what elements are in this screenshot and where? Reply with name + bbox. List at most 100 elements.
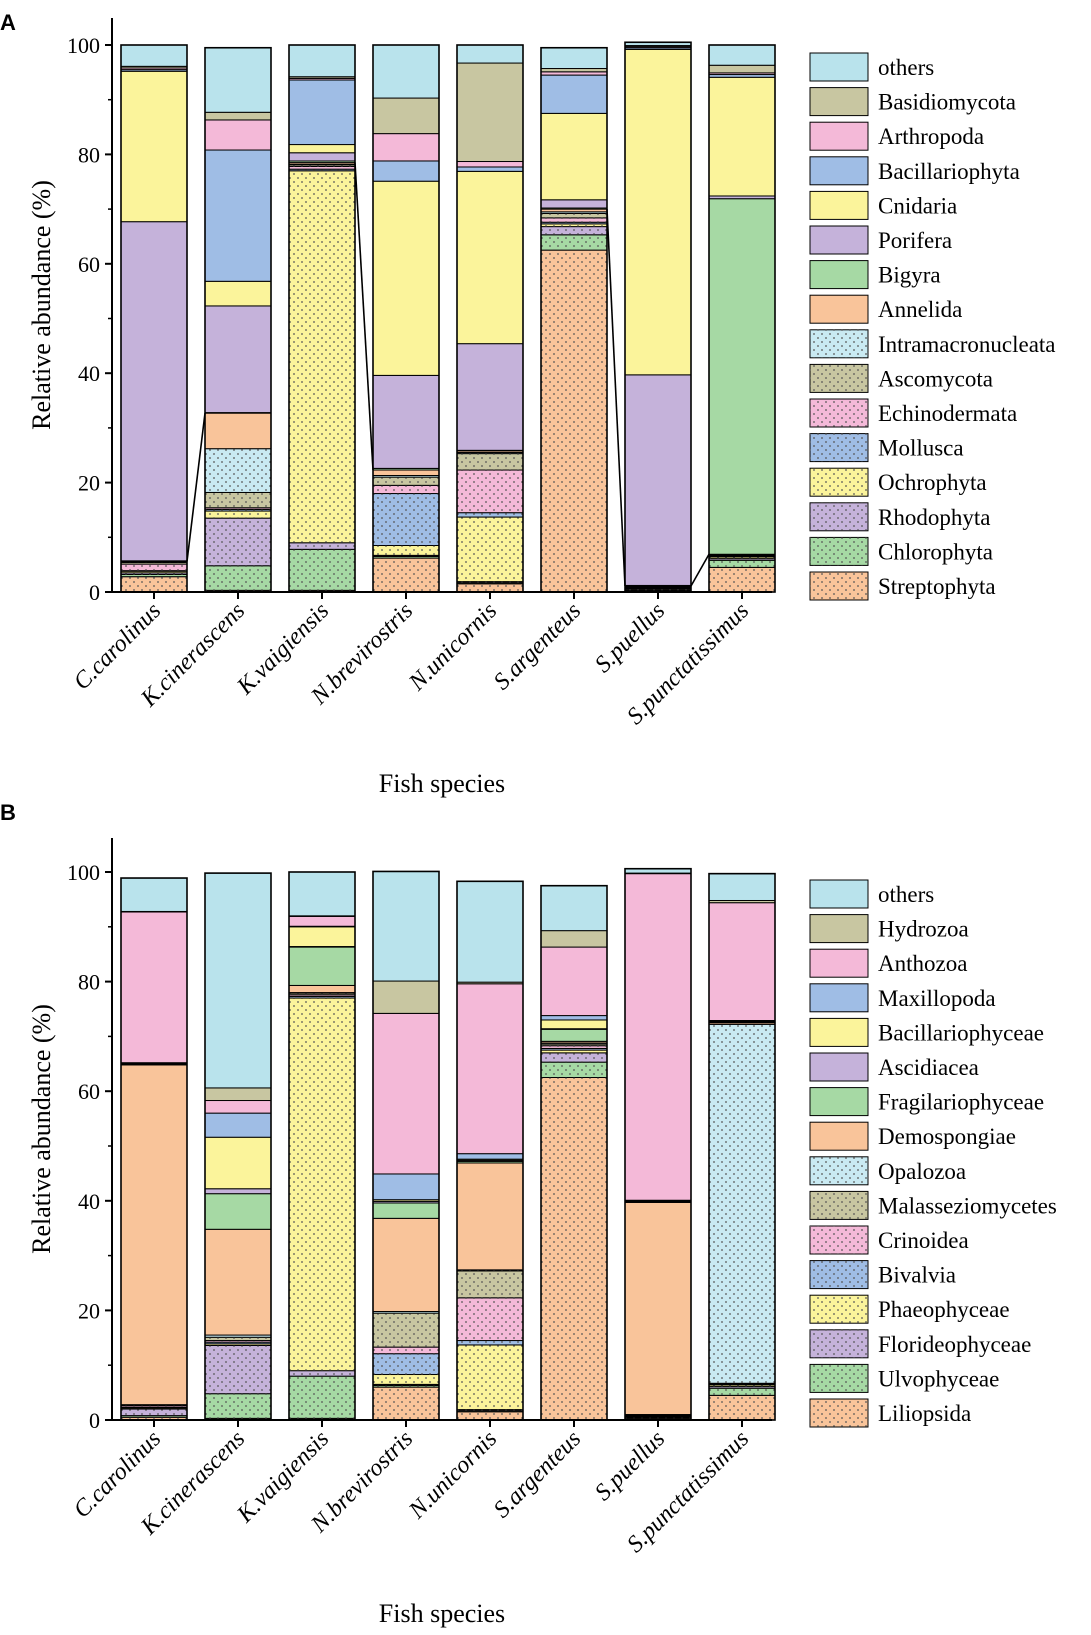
bar-segment-pattern bbox=[289, 169, 355, 171]
legend-swatch bbox=[809, 190, 869, 220]
bar-segment bbox=[372, 469, 440, 476]
bar-segment bbox=[540, 1015, 608, 1021]
bar-segment-pattern bbox=[457, 1269, 523, 1271]
bar-segment-pattern bbox=[373, 1387, 439, 1420]
legend-swatch-pattern bbox=[810, 537, 868, 566]
y-tick-label: 20 bbox=[78, 1298, 100, 1323]
bar-segment-pattern bbox=[205, 1340, 271, 1343]
bar-segment bbox=[372, 1173, 440, 1201]
legend-label: Ascomycota bbox=[878, 366, 993, 391]
bar-segment-pattern bbox=[121, 576, 187, 592]
series-others bbox=[120, 41, 776, 113]
legend-swatch-pattern bbox=[810, 364, 868, 393]
bar-segment bbox=[204, 280, 272, 307]
bar-segment-pattern bbox=[457, 1410, 523, 1412]
legend-label: Bacillariophyceae bbox=[878, 1020, 1044, 1045]
bar-segment-pattern bbox=[541, 1062, 607, 1078]
legend-swatch-pattern bbox=[810, 468, 868, 497]
series-opalozoa bbox=[120, 992, 776, 1416]
bar-segment bbox=[372, 870, 440, 982]
bar-segment-pattern bbox=[457, 1344, 523, 1410]
bar-segment-pattern bbox=[541, 213, 607, 218]
legend-label: others bbox=[878, 882, 934, 907]
bar-segment-pattern bbox=[205, 492, 271, 508]
bar-segment-pattern bbox=[541, 1045, 607, 1049]
legend-label: Intramacronucleata bbox=[878, 332, 1056, 357]
bar-segment bbox=[120, 70, 188, 223]
bar-segment-pattern bbox=[457, 470, 523, 513]
bar-segment-pattern bbox=[373, 556, 439, 559]
legend-label: Streptophyta bbox=[878, 574, 996, 599]
bar-segment-pattern bbox=[541, 1044, 607, 1046]
bar-segment bbox=[372, 374, 440, 469]
legend-label: Basidiomycota bbox=[878, 90, 1016, 115]
bar-segment-pattern bbox=[541, 217, 607, 223]
bar-segment-pattern bbox=[121, 1409, 187, 1416]
series-maxillopoda bbox=[120, 925, 776, 1202]
bar-segment-pattern bbox=[709, 1384, 775, 1387]
bar-segment-pattern bbox=[373, 1313, 439, 1348]
legend-item: Ascomycota bbox=[809, 363, 993, 393]
legend-swatch-pattern bbox=[810, 1295, 868, 1324]
bar-segment bbox=[288, 926, 356, 948]
bar-segment bbox=[456, 983, 524, 1155]
x-tick-label: S.argenteus bbox=[489, 598, 586, 695]
bar-segment bbox=[372, 133, 440, 162]
bar-segment-pattern bbox=[457, 1411, 523, 1420]
bar-segment-pattern bbox=[373, 558, 439, 592]
bar-segment bbox=[204, 1087, 272, 1102]
x-tick-label: S.puellus bbox=[590, 1426, 670, 1506]
x-axis-title: Fish species bbox=[379, 1599, 505, 1628]
legend-item: Anthozoa bbox=[809, 948, 967, 978]
legend-swatch-pattern bbox=[810, 1329, 868, 1358]
bar-segment-pattern bbox=[457, 1297, 523, 1341]
legend-label: Malasseziomycetes bbox=[878, 1193, 1057, 1218]
bar-segment bbox=[120, 44, 188, 67]
bar-segment bbox=[624, 48, 692, 376]
bar-segment bbox=[288, 79, 356, 146]
legend-swatch-pattern bbox=[810, 433, 868, 462]
bar-segment-pattern bbox=[373, 1311, 439, 1314]
legend-label: Rhodophyta bbox=[878, 505, 990, 530]
series-ochrophyta bbox=[120, 170, 776, 591]
bar-segment bbox=[456, 343, 524, 451]
bar-segment bbox=[372, 1012, 440, 1175]
legend-swatch-pattern bbox=[810, 1191, 868, 1220]
bar-segment-pattern bbox=[373, 475, 439, 478]
legend-item: Liliopsida bbox=[809, 1398, 971, 1428]
bar-segment bbox=[456, 1153, 524, 1160]
legend-item: Ochrophyta bbox=[809, 467, 987, 497]
legend-swatch bbox=[809, 294, 869, 324]
bar-segment-pattern bbox=[541, 211, 607, 214]
legend-item: Phaeophyceae bbox=[809, 1294, 1010, 1324]
y-tick-label: 80 bbox=[78, 970, 100, 995]
bar-segment bbox=[372, 44, 440, 99]
bar-segment-pattern bbox=[457, 582, 523, 584]
bar-segment-pattern bbox=[709, 567, 775, 592]
bar-segment-pattern bbox=[373, 1384, 439, 1386]
legend-label: Porifera bbox=[878, 228, 952, 253]
legend-item: Annelida bbox=[809, 294, 962, 324]
bar-segment bbox=[456, 161, 524, 168]
legend-swatch-pattern bbox=[810, 1260, 868, 1289]
bar-segment bbox=[372, 160, 440, 182]
y-tick-label: 100 bbox=[67, 33, 100, 58]
legend-label: Hydrozoa bbox=[878, 917, 969, 942]
bar-segment-pattern bbox=[373, 1347, 439, 1354]
bar-segment bbox=[624, 1201, 692, 1416]
legend-label: Echinodermata bbox=[878, 401, 1017, 426]
series-cnidaria bbox=[120, 48, 776, 376]
legend-label: Ochrophyta bbox=[878, 470, 987, 495]
legend-label: Arthropoda bbox=[878, 124, 984, 149]
legend-item: Streptophyta bbox=[809, 571, 996, 601]
bar-segment-pattern bbox=[541, 1050, 607, 1053]
bar-segment bbox=[372, 1202, 440, 1219]
bar-segment-pattern bbox=[541, 1077, 607, 1420]
bar-segment bbox=[708, 64, 776, 74]
legend-label: Bacillariophyta bbox=[878, 159, 1020, 184]
bar-segment bbox=[708, 198, 776, 555]
bar-segment-pattern bbox=[373, 1353, 439, 1375]
bar-segment bbox=[204, 1228, 272, 1336]
bar-segment bbox=[708, 44, 776, 66]
bar-segment-pattern bbox=[289, 542, 355, 550]
